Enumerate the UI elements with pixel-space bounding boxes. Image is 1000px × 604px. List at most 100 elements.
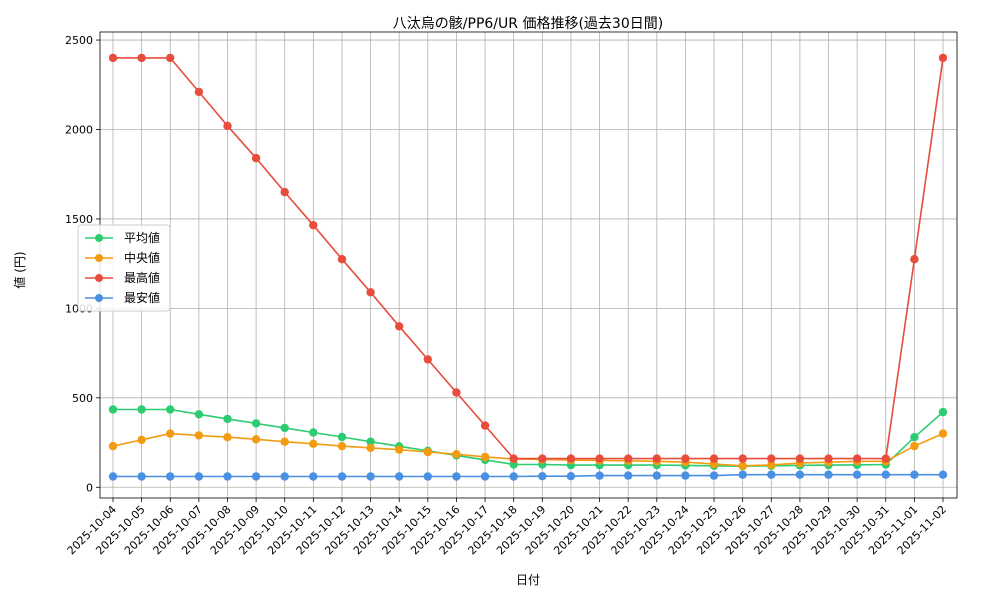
data-point (910, 470, 919, 479)
y-axis-label: 値 (円) (12, 251, 27, 288)
data-point (910, 441, 919, 451)
data-point (595, 471, 604, 480)
data-point (223, 472, 232, 481)
data-point (309, 221, 318, 230)
data-point (538, 454, 547, 463)
data-point (108, 441, 118, 451)
data-point (852, 454, 862, 463)
data-point (938, 470, 948, 479)
data-point (166, 53, 175, 63)
data-point (423, 447, 432, 457)
data-point (938, 53, 948, 63)
x-axis-ticks: 2025-10-042025-10-052025-10-062025-10-07… (65, 498, 949, 557)
data-point (938, 429, 948, 438)
data-point (366, 288, 375, 297)
legend-entry-max: 最高値 (85, 270, 160, 285)
data-point (194, 410, 204, 419)
data-point (824, 470, 833, 479)
data-point (194, 87, 204, 97)
legend: 平均値 中央値 最高値 最安値 (77, 224, 171, 312)
data-point (624, 454, 633, 463)
data-point (395, 322, 404, 331)
data-point (337, 441, 347, 451)
data-point (652, 454, 661, 463)
data-point (881, 454, 890, 463)
data-point (337, 472, 347, 481)
y-tick-label: 2000 (65, 123, 93, 136)
data-point (223, 433, 232, 442)
data-point (137, 472, 146, 481)
data-point (309, 428, 318, 437)
legend-entry-average: 平均値 (85, 230, 160, 245)
data-point (795, 454, 805, 463)
data-point (223, 414, 232, 424)
data-point (509, 454, 518, 463)
y-axis-ticks: 05001000150020002500 (65, 34, 100, 494)
data-point (624, 471, 633, 480)
data-point (251, 435, 261, 444)
data-point (280, 472, 289, 481)
data-point (767, 470, 776, 479)
legend-entry-min: 最安値 (85, 290, 160, 305)
data-point (452, 388, 461, 397)
data-point (108, 405, 118, 414)
data-point (309, 439, 318, 448)
legend-marker-median (95, 254, 103, 262)
legend-label-max: 最高値 (124, 270, 160, 285)
data-point (251, 419, 261, 428)
chart-title: 八汰烏の骸/PP6/UR 価格推移(過去30日間) (393, 15, 663, 32)
data-point (538, 472, 547, 481)
data-point (824, 454, 833, 463)
data-point (337, 255, 347, 264)
data-point (166, 429, 175, 438)
data-point (137, 435, 146, 445)
data-point (194, 431, 204, 440)
data-point (910, 433, 919, 442)
series-lines (108, 53, 948, 481)
data-point (795, 470, 805, 479)
data-point (337, 432, 347, 442)
data-point (223, 121, 232, 131)
data-point (709, 471, 719, 480)
data-point (452, 450, 461, 459)
data-point (108, 472, 118, 481)
data-point (767, 460, 776, 470)
series-2 (108, 53, 948, 463)
legend-label-average: 平均値 (124, 230, 160, 245)
data-point (910, 255, 919, 264)
data-point (137, 405, 146, 414)
data-point (280, 187, 289, 197)
data-point (566, 454, 576, 463)
data-point (681, 454, 690, 463)
data-point (423, 472, 432, 481)
data-point (137, 53, 146, 63)
series-line (112, 432, 944, 467)
data-point (280, 423, 289, 433)
data-point (738, 470, 747, 479)
data-point (366, 443, 375, 453)
data-point (395, 472, 404, 481)
y-tick-label: 0 (86, 481, 93, 494)
data-point (395, 445, 404, 454)
data-point (738, 454, 747, 463)
legend-marker-average (95, 234, 103, 242)
data-point (509, 472, 518, 481)
data-point (881, 470, 890, 479)
data-point (166, 405, 175, 414)
data-point (251, 153, 261, 163)
data-point (767, 454, 776, 463)
data-point (194, 472, 204, 481)
data-point (452, 472, 461, 481)
data-point (366, 437, 375, 446)
series-line (113, 473, 943, 478)
legend-label-median: 中央値 (124, 250, 160, 265)
data-point (938, 407, 948, 417)
data-point (366, 472, 375, 481)
data-point (852, 470, 862, 479)
grid-lines (100, 32, 957, 498)
data-point (480, 421, 490, 430)
data-point (251, 472, 261, 481)
data-point (423, 355, 432, 364)
